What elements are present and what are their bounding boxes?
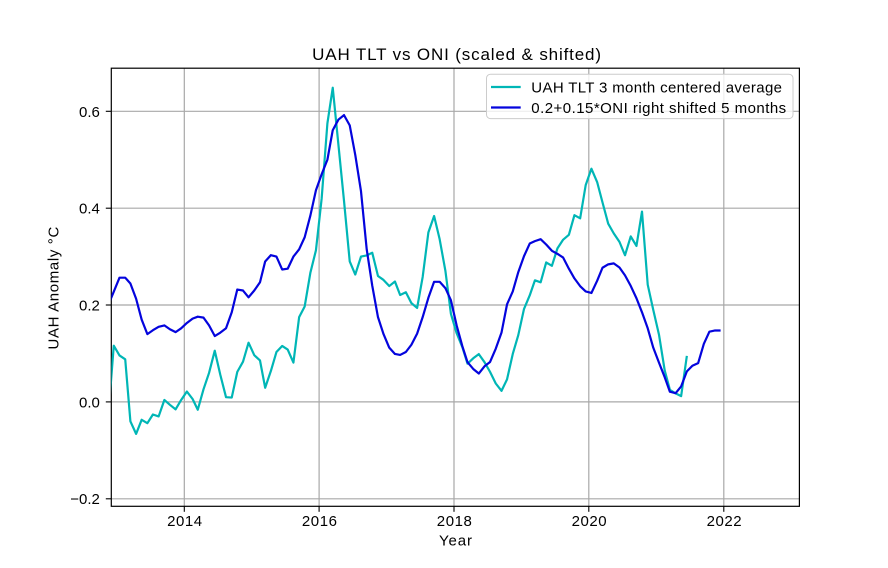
svg-text:2020: 2020 — [572, 513, 608, 530]
svg-text:2018: 2018 — [437, 513, 473, 530]
svg-text:0.0: 0.0 — [79, 394, 100, 411]
svg-text:UAH TLT 3 month centered avera: UAH TLT 3 month centered average — [531, 79, 782, 96]
svg-text:−0.2: −0.2 — [70, 491, 100, 508]
svg-text:UAH TLT vs ONI (scaled & shift: UAH TLT vs ONI (scaled & shifted) — [312, 45, 602, 64]
svg-text:2014: 2014 — [167, 513, 203, 530]
svg-text:0.2: 0.2 — [79, 298, 100, 315]
svg-text:2016: 2016 — [302, 513, 338, 530]
svg-text:2022: 2022 — [707, 513, 743, 530]
svg-text:0.4: 0.4 — [79, 201, 100, 218]
svg-text:Year: Year — [439, 533, 473, 550]
svg-text:UAH Anomaly °C: UAH Anomaly °C — [46, 226, 63, 349]
svg-text:0.2+0.15*ONI right shifted 5 m: 0.2+0.15*ONI right shifted 5 months — [531, 100, 786, 117]
svg-text:0.6: 0.6 — [79, 104, 100, 121]
